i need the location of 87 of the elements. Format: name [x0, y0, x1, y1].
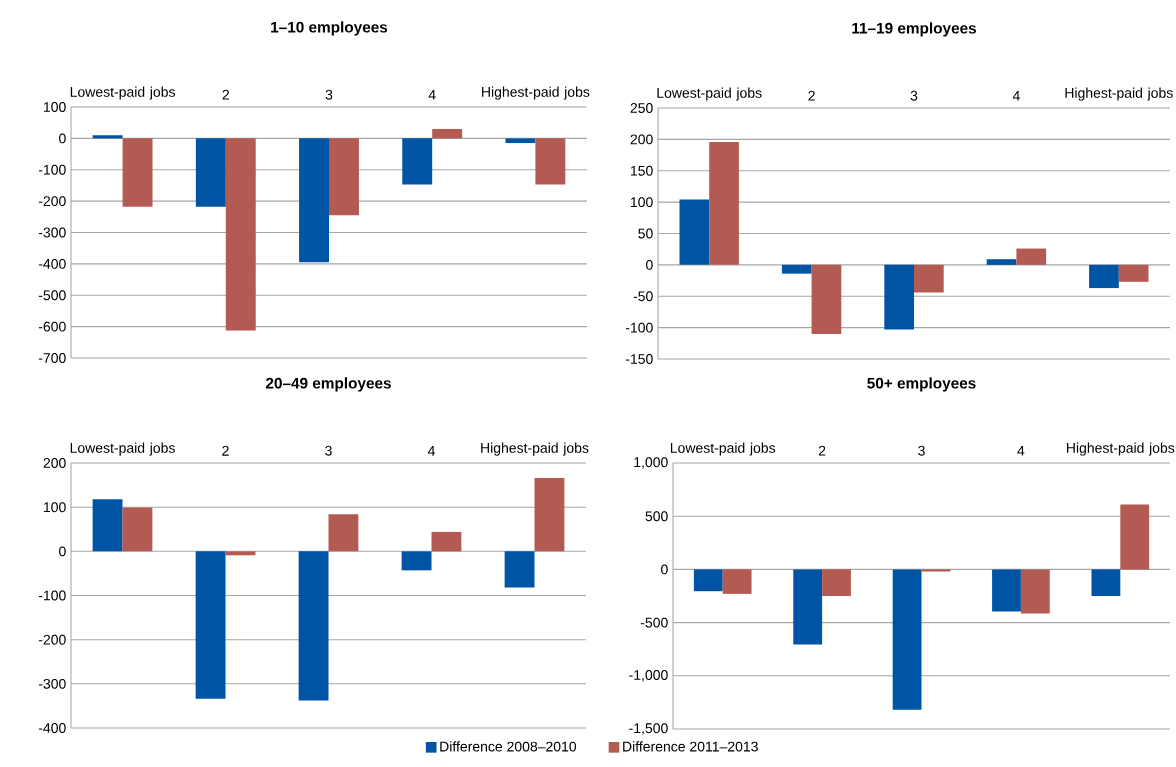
bar: [432, 128, 463, 139]
x-tick-label: Highest-paid jobs: [1066, 442, 1175, 456]
y-tick-label: -200: [38, 196, 66, 207]
x-tick-label: 3: [918, 445, 925, 456]
x-tick-label: 3: [910, 90, 918, 101]
bar: [781, 264, 812, 274]
chart-title: 50+ employees: [867, 377, 976, 392]
x-tick-label: 4: [428, 90, 436, 100]
bar: [1118, 264, 1149, 282]
bar: [122, 507, 153, 552]
bar: [679, 199, 710, 265]
y-tick-label: -100: [38, 164, 66, 175]
y-tick-label: -400: [38, 258, 66, 269]
y-tick-label: 0: [661, 564, 668, 575]
chart-title: 1–10 employees: [271, 21, 388, 36]
bar: [225, 551, 256, 556]
y-tick-label: -600: [38, 321, 66, 332]
y-tick-label: -150: [625, 354, 653, 364]
x-tick-label: Lowest-paid jobs: [70, 86, 175, 100]
bar: [1016, 248, 1047, 265]
y-tick-label: -400: [38, 723, 66, 733]
x-tick-label: 2: [222, 89, 229, 100]
bar: [811, 264, 842, 334]
chart-title: 20–49 employees: [265, 377, 391, 392]
y-tick-label: 250: [630, 103, 653, 113]
x-tick-label: 2: [222, 445, 229, 456]
y-tick-label: -1,500: [629, 723, 668, 735]
y-tick-label: 1,000: [634, 457, 668, 469]
y-tick-label: -50: [633, 291, 653, 302]
x-tick-label: 2: [818, 445, 826, 456]
bar: [914, 264, 944, 293]
bar: [1089, 264, 1119, 289]
y-tick-label: -1,000: [629, 670, 668, 682]
y-tick-label: -500: [38, 290, 66, 301]
bar: [92, 499, 123, 552]
x-tick-label: 4: [1012, 91, 1020, 101]
x-tick-label: Lowest-paid jobs: [70, 442, 175, 456]
bar: [535, 138, 566, 185]
legend-label: Difference 2008–2010: [440, 741, 577, 752]
bar: [298, 551, 329, 701]
y-tick-label: 0: [646, 259, 653, 270]
y-tick-label: 100: [631, 197, 653, 208]
x-tick-label: 4: [1017, 446, 1025, 456]
y-tick-label: 0: [59, 133, 66, 144]
bar: [329, 138, 359, 216]
x-tick-label: 3: [325, 89, 333, 100]
y-tick-label: 200: [630, 134, 653, 145]
x-tick-label: Lowest-paid jobs: [670, 442, 776, 456]
bar: [534, 478, 565, 552]
bar: [92, 135, 123, 139]
y-tick-label: -100: [625, 322, 653, 333]
y-tick-label: -200: [38, 634, 66, 645]
bar: [884, 264, 915, 330]
x-tick-label: 2: [808, 90, 815, 101]
bar: [122, 138, 153, 207]
bar: [225, 138, 256, 331]
x-tick-label: Highest-paid jobs: [482, 86, 590, 100]
x-tick-label: Highest-paid jobs: [1065, 87, 1173, 101]
y-tick-label: -100: [38, 590, 66, 601]
bar: [709, 141, 739, 265]
bar: [328, 514, 359, 552]
bar: [431, 531, 462, 552]
y-tick-label: -700: [38, 353, 66, 363]
x-tick-label: 3: [325, 445, 332, 456]
bar: [402, 138, 433, 185]
legend-label: Difference 2011–2013: [623, 741, 758, 752]
bar: [401, 551, 432, 571]
bar: [195, 138, 226, 207]
y-tick-label: -300: [38, 678, 66, 689]
bar: [986, 259, 1017, 265]
y-tick-label: -300: [38, 227, 66, 238]
x-tick-label: 4: [427, 446, 435, 456]
y-tick-label: 0: [59, 546, 66, 557]
bar: [195, 551, 226, 699]
bar: [505, 138, 536, 144]
bar: [504, 551, 535, 588]
y-tick-label: 100: [44, 102, 66, 112]
y-tick-label: 200: [43, 458, 66, 468]
y-tick-label: 150: [631, 165, 653, 176]
y-tick-label: 50: [638, 228, 653, 239]
chart-title: 11–19 employees: [852, 22, 977, 37]
y-tick-label: -500: [640, 617, 668, 628]
x-tick-label: Highest-paid jobs: [481, 442, 589, 456]
bar: [299, 138, 329, 263]
y-tick-label: 500: [645, 511, 668, 522]
y-tick-label: 100: [44, 502, 66, 513]
x-tick-label: Lowest-paid jobs: [657, 87, 762, 101]
